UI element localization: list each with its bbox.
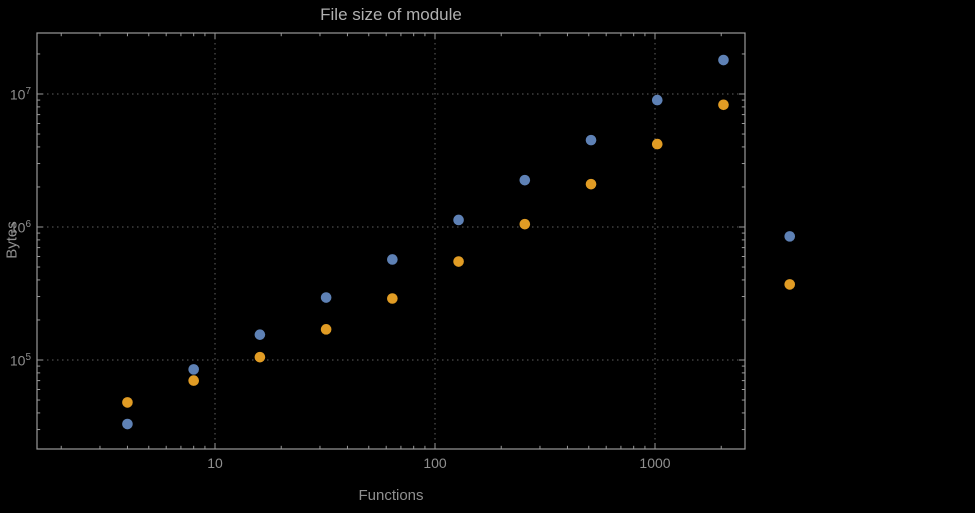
data-point-orange — [122, 397, 133, 408]
data-point-orange — [453, 256, 464, 267]
data-point-blue — [254, 329, 266, 340]
data-point-blue — [453, 214, 464, 226]
y-tick-label: 106 — [0, 216, 31, 237]
x-tick-label: 1000 — [639, 455, 671, 471]
data-point-orange — [718, 99, 729, 111]
data-point-blue — [188, 364, 199, 375]
y-tick-base: 10 — [9, 352, 26, 369]
data-point-orange — [519, 218, 531, 230]
data-point-orange — [387, 293, 398, 304]
data-point-blue — [387, 254, 398, 265]
x-tick-label: 100 — [423, 455, 447, 471]
data-point-blue — [585, 134, 597, 146]
data-point-orange — [585, 178, 597, 190]
data-point-blue — [320, 292, 332, 303]
y-tick-base: 10 — [9, 219, 26, 236]
data-point-orange — [254, 351, 266, 363]
y-tick-exponent: 6 — [25, 219, 31, 230]
data-point-orange — [320, 324, 332, 335]
data-point-blue — [718, 54, 729, 66]
data-point-blue — [651, 94, 663, 106]
y-tick-exponent: 5 — [25, 352, 31, 363]
x-tick-label: 10 — [207, 455, 223, 471]
y-tick-exponent: 7 — [25, 86, 31, 97]
chart-title: File size of module — [320, 5, 462, 24]
y-tick-label: 105 — [0, 349, 31, 370]
data-point-blue — [519, 174, 531, 186]
data-point-blue — [122, 418, 133, 430]
data-point-orange — [188, 375, 199, 386]
plot-frame — [36, 32, 746, 450]
y-tick-label: 107 — [0, 83, 31, 104]
y-tick-base: 10 — [9, 86, 26, 103]
x-axis-label: Functions — [358, 487, 424, 504]
data-point-orange — [784, 279, 796, 290]
data-point-orange — [651, 138, 663, 150]
data-point-blue — [784, 231, 796, 242]
